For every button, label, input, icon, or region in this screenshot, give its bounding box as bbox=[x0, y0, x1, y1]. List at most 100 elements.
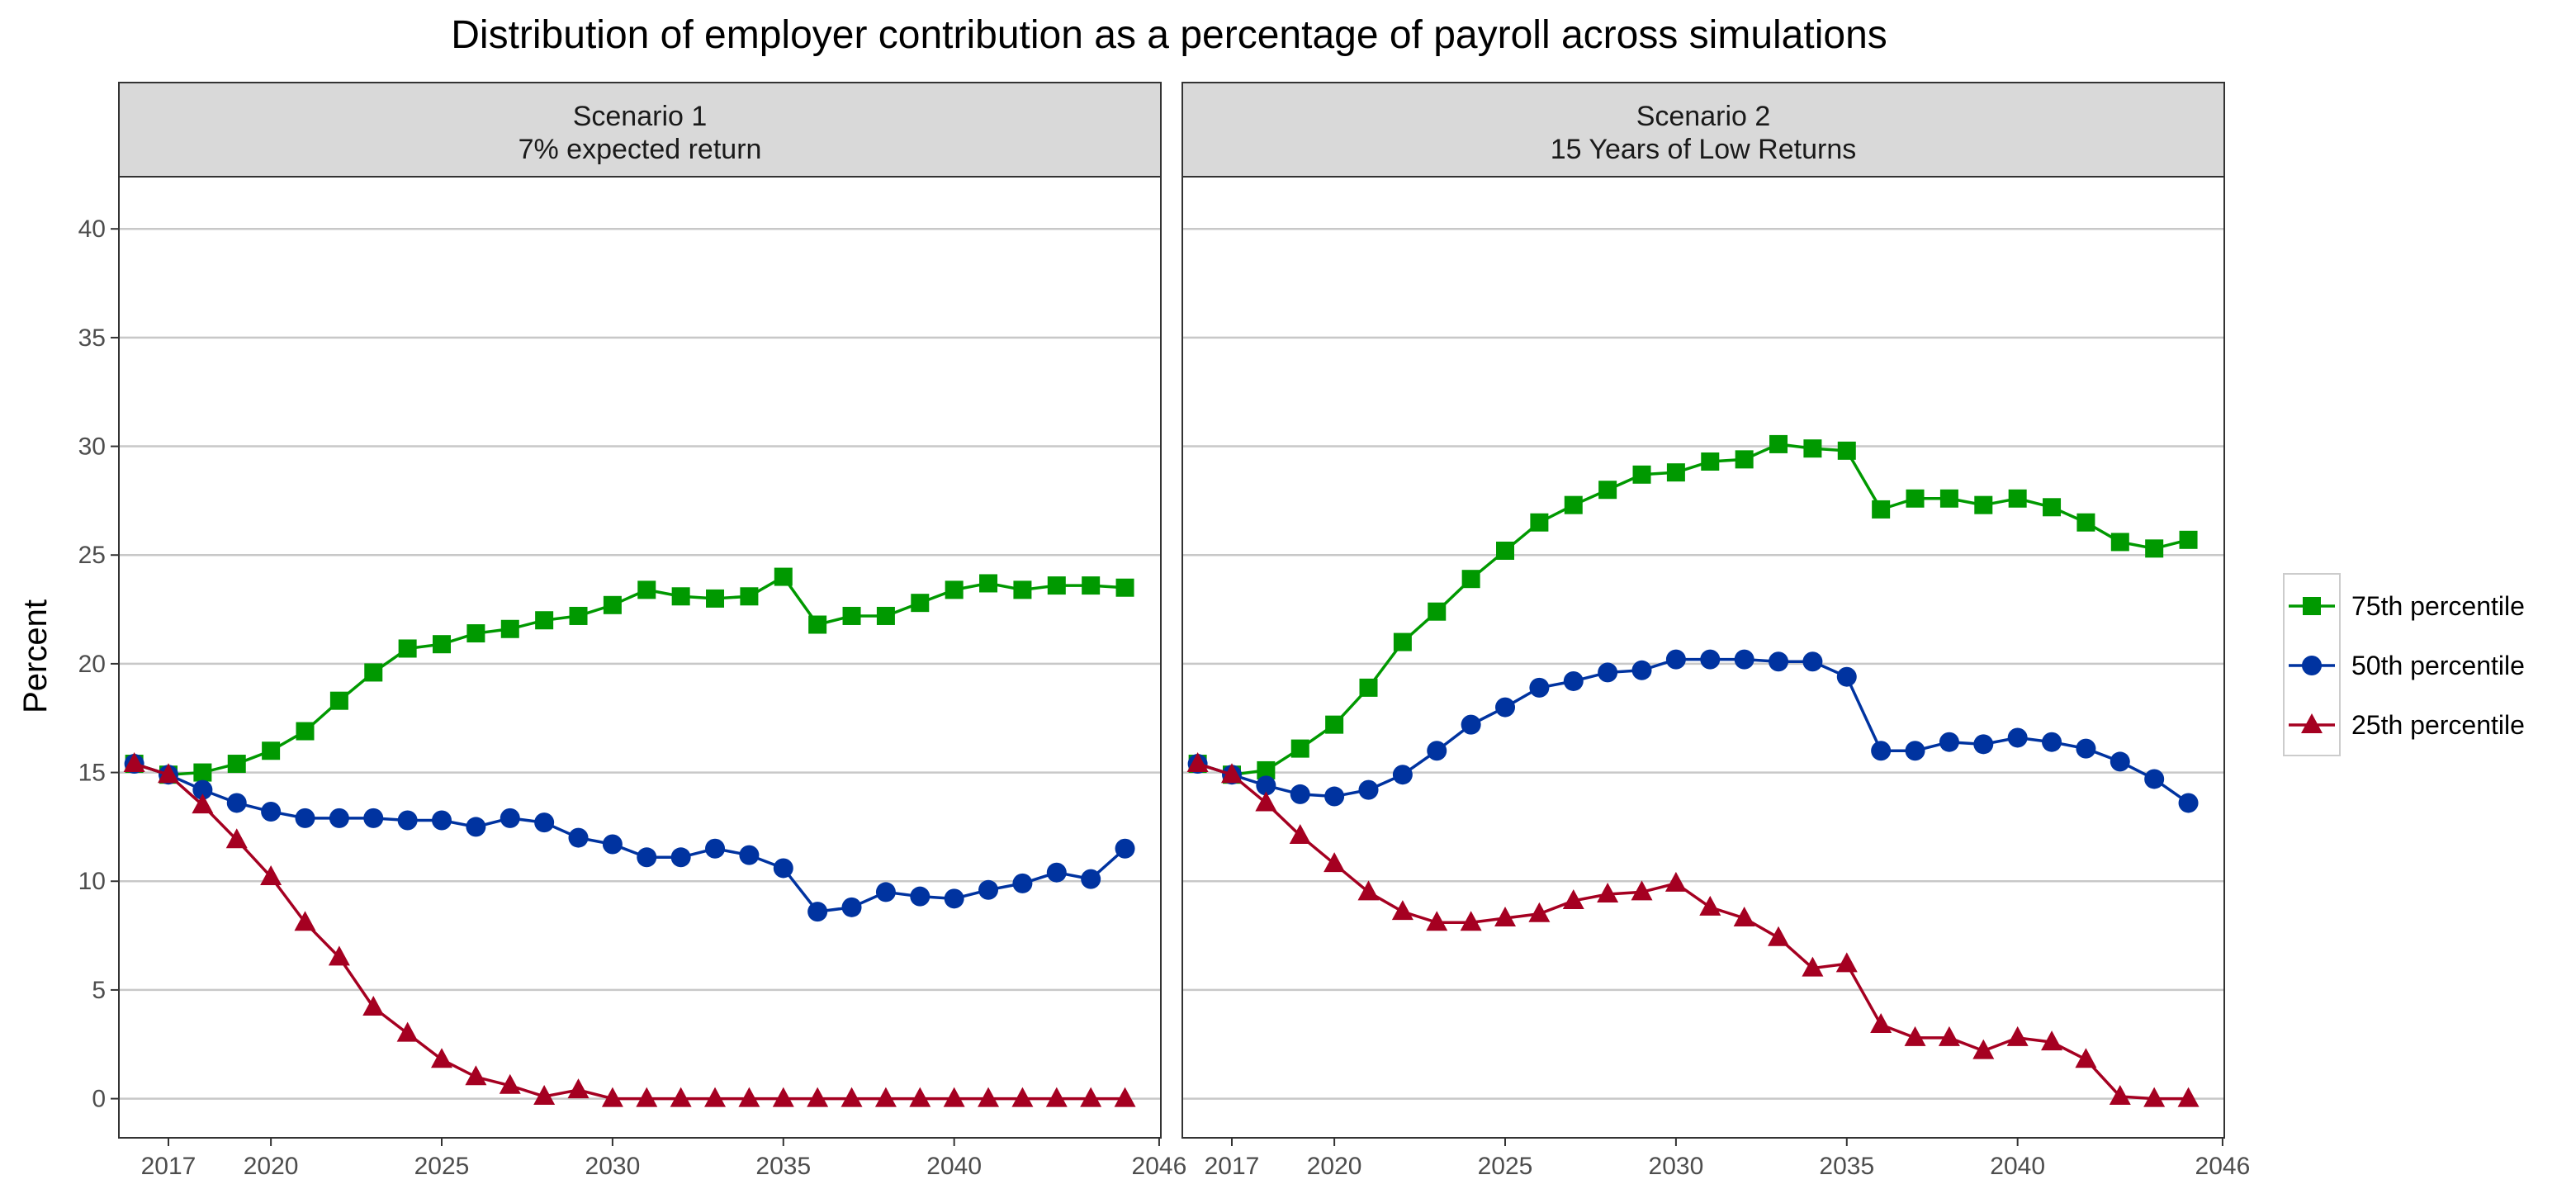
data-point bbox=[2076, 513, 2095, 532]
data-point bbox=[1631, 880, 1653, 901]
x-tick-label: 2040 bbox=[1990, 1153, 2045, 1180]
data-point bbox=[466, 817, 486, 837]
data-point bbox=[2043, 498, 2062, 517]
data-point bbox=[2110, 751, 2130, 772]
data-point bbox=[1494, 907, 1517, 927]
data-point bbox=[500, 808, 520, 828]
data-point bbox=[978, 879, 999, 900]
data-point bbox=[1392, 765, 1413, 785]
data-point bbox=[569, 606, 588, 625]
legend-item: 25th percentile bbox=[2289, 710, 2525, 740]
series-25th-percentile bbox=[123, 752, 1136, 1107]
data-point bbox=[1391, 900, 1413, 921]
legend-marker bbox=[2301, 713, 2323, 733]
data-point bbox=[875, 882, 896, 902]
data-point bbox=[1426, 911, 1448, 931]
x-tick-label: 2046 bbox=[1132, 1153, 1187, 1180]
data-point bbox=[1046, 862, 1067, 883]
data-point bbox=[1939, 732, 1959, 752]
x-tick-label: 2017 bbox=[141, 1153, 197, 1180]
data-point bbox=[2144, 769, 2165, 789]
data-point bbox=[1357, 880, 1380, 901]
data-point bbox=[636, 1087, 658, 1107]
data-point bbox=[842, 606, 861, 625]
facet-panels: Scenario 17% expected return051015202530… bbox=[78, 82, 2250, 1180]
x-tick-label: 2030 bbox=[1649, 1153, 1704, 1180]
data-point bbox=[1769, 651, 1789, 672]
facet-strip bbox=[1181, 82, 2225, 178]
y-tick-label: 20 bbox=[78, 651, 106, 678]
x-tick-label: 2030 bbox=[585, 1153, 641, 1180]
data-point bbox=[704, 1087, 727, 1107]
legend-label: 25th percentile bbox=[2351, 710, 2525, 740]
data-point bbox=[192, 779, 213, 800]
data-point bbox=[740, 587, 759, 606]
data-point bbox=[1666, 463, 1685, 482]
y-axis-title: Percent bbox=[17, 599, 54, 713]
data-point bbox=[1358, 779, 1379, 800]
data-point bbox=[1872, 500, 1891, 519]
data-point bbox=[2041, 1030, 2063, 1051]
data-point bbox=[294, 911, 316, 931]
data-point bbox=[1870, 1013, 1892, 1034]
data-point bbox=[192, 793, 214, 814]
data-point bbox=[637, 847, 657, 868]
data-point bbox=[1973, 734, 1994, 755]
data-point bbox=[1905, 741, 1925, 761]
legend-item: 75th percentile bbox=[2289, 591, 2525, 621]
data-point bbox=[2007, 727, 2028, 748]
data-point bbox=[1701, 452, 1720, 471]
data-point bbox=[364, 663, 383, 682]
data-point bbox=[1597, 883, 1619, 903]
legend-marker bbox=[2303, 597, 2321, 615]
data-point bbox=[637, 580, 656, 599]
data-point bbox=[1324, 786, 1345, 807]
data-point bbox=[1904, 1026, 1926, 1046]
data-point bbox=[533, 1084, 556, 1105]
data-point bbox=[329, 691, 348, 710]
data-point bbox=[1803, 439, 1822, 458]
data-point bbox=[1529, 677, 1550, 698]
data-point bbox=[499, 1073, 521, 1094]
x-tick-label: 2035 bbox=[755, 1153, 811, 1180]
data-point bbox=[1495, 697, 1516, 718]
facet-strip-title: Scenario 1 bbox=[573, 101, 708, 132]
data-point bbox=[772, 1087, 794, 1107]
legend-marker bbox=[2302, 656, 2322, 675]
data-point bbox=[909, 1087, 931, 1107]
data-point bbox=[535, 611, 554, 630]
y-tick-label: 30 bbox=[78, 433, 106, 461]
data-point bbox=[2006, 1026, 2029, 1046]
data-point bbox=[2177, 1087, 2200, 1107]
data-point bbox=[670, 847, 691, 868]
data-point bbox=[1802, 956, 1824, 977]
data-point bbox=[362, 995, 385, 1016]
data-point bbox=[1115, 578, 1134, 597]
data-point bbox=[1082, 576, 1101, 595]
data-point bbox=[601, 1087, 623, 1107]
data-point bbox=[911, 594, 930, 613]
series-50th-percentile bbox=[124, 754, 1135, 922]
data-point bbox=[465, 1065, 487, 1086]
data-point bbox=[807, 902, 828, 922]
data-point bbox=[1011, 1087, 1034, 1107]
data-point bbox=[1699, 895, 1721, 916]
data-point bbox=[1114, 1087, 1136, 1107]
data-point bbox=[1768, 926, 1790, 946]
data-point bbox=[1324, 852, 1346, 873]
data-point bbox=[157, 763, 179, 784]
legend-item: 50th percentile bbox=[2289, 651, 2525, 680]
y-tick-label: 5 bbox=[92, 977, 106, 1004]
data-point bbox=[2076, 738, 2096, 759]
plot-area bbox=[119, 177, 1161, 1138]
series-75th-percentile bbox=[1188, 434, 2198, 784]
x-tick-label: 2040 bbox=[926, 1153, 982, 1180]
data-point bbox=[2179, 530, 2198, 549]
data-point bbox=[295, 808, 315, 828]
data-point bbox=[432, 810, 452, 831]
data-point bbox=[1733, 907, 1755, 927]
data-point bbox=[261, 801, 282, 822]
data-point bbox=[874, 1087, 897, 1107]
data-point bbox=[500, 619, 519, 638]
data-point bbox=[1255, 791, 1277, 812]
